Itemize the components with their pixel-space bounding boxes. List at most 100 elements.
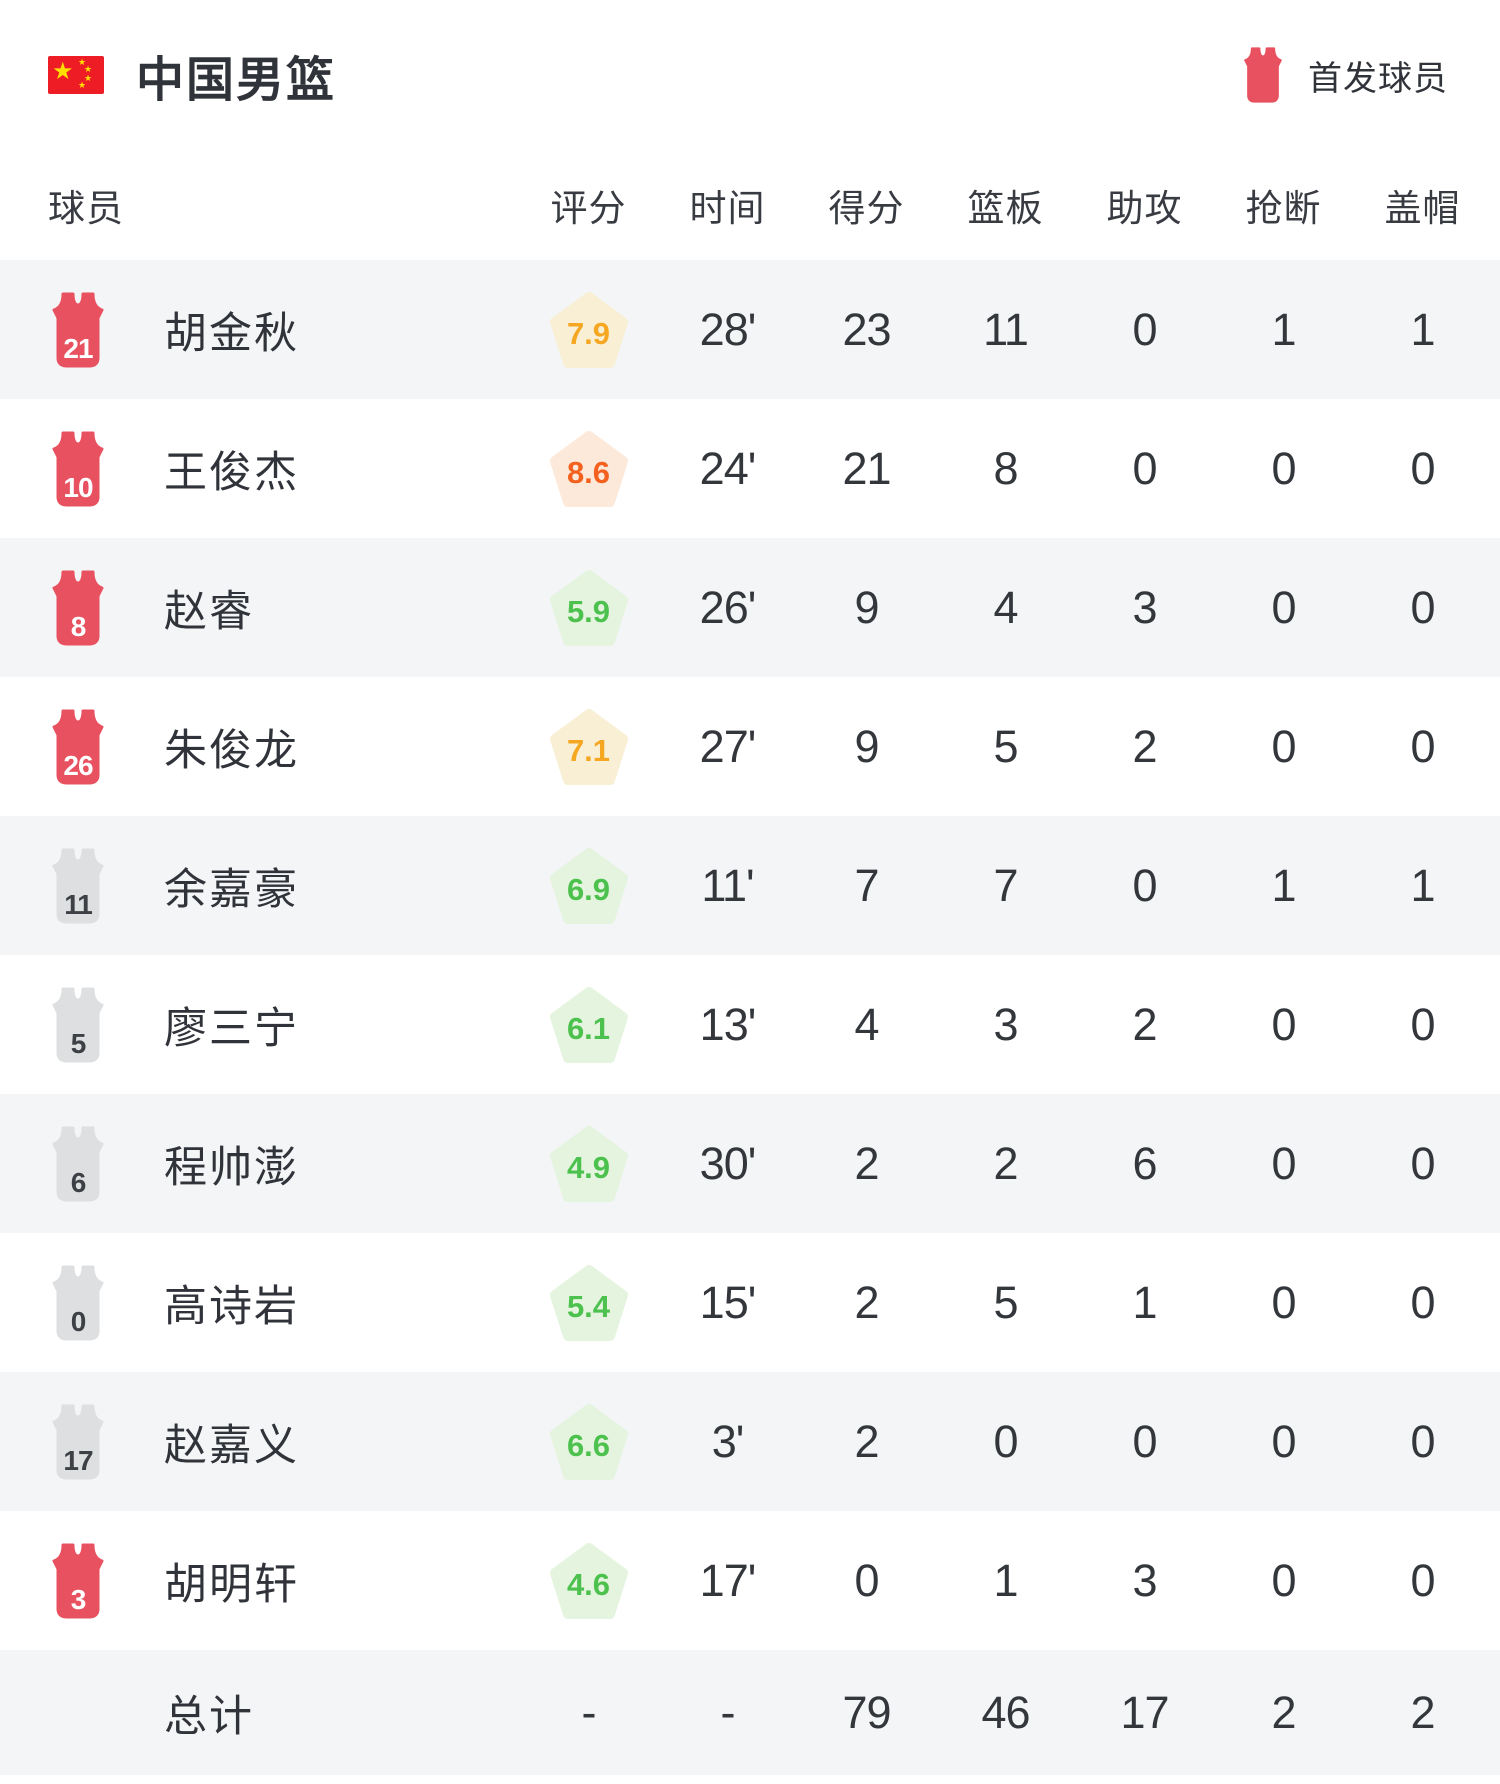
player-row[interactable]: 21 胡金秋 7.9 28' 23 11 0 1 1 [0, 260, 1500, 399]
stat-rebounds: 1 [993, 1554, 1018, 1606]
topbar: ★ ★ ★ ★ ★ 中国男篮 首发球员 [0, 0, 1500, 150]
stat-time: 26' [699, 581, 757, 633]
stat-points: 2 [854, 1276, 879, 1328]
stat-steals: 1 [1271, 859, 1296, 911]
player-row[interactable]: 3 胡明轩 4.6 17' 0 1 3 0 0 [0, 1511, 1500, 1650]
rating-badge: 7.9 [548, 290, 630, 370]
stat-time: 17' [699, 1554, 757, 1606]
player-row[interactable]: 26 朱俊龙 7.1 27' 9 5 2 0 0 [0, 677, 1500, 816]
rating-badge: 6.1 [548, 985, 630, 1065]
player-cell: 17 赵嘉义 [48, 1404, 519, 1480]
player-cell: 21 胡金秋 [48, 292, 519, 368]
jersey-number: 11 [64, 888, 93, 920]
column-header-points: 得分 [828, 188, 905, 229]
rating-cell: 6.6 [519, 1402, 658, 1482]
player-name: 赵睿 [164, 587, 254, 636]
total-label: 总计 [164, 1692, 254, 1741]
stat-time: 27' [699, 720, 757, 772]
jersey-number: 21 [63, 332, 93, 364]
total-row: 总计 - - 79 46 17 2 2 [0, 1650, 1500, 1775]
stat-rebounds: 5 [993, 1276, 1018, 1328]
stat-rebounds: 7 [993, 859, 1018, 911]
player-row[interactable]: 0 高诗岩 5.4 15' 2 5 1 0 0 [0, 1233, 1500, 1372]
jersey-icon: 21 [48, 292, 108, 368]
rating-value: 4.6 [566, 1566, 611, 1602]
rating-badge: 6.9 [548, 846, 630, 926]
flag-small-star: ★ [84, 73, 93, 83]
flag-small-star: ★ [84, 64, 93, 74]
jersey-icon: 3 [48, 1543, 108, 1619]
player-name: 王俊杰 [164, 448, 299, 497]
player-cell: 6 程帅澎 [48, 1126, 519, 1202]
flag-small-star: ★ [78, 57, 87, 67]
rating-cell: 7.9 [519, 290, 658, 370]
rating-value: 7.9 [566, 315, 611, 351]
rating-cell: 7.1 [519, 707, 658, 787]
rating-value: 6.6 [566, 1427, 611, 1463]
player-name: 赵嘉义 [164, 1421, 299, 1470]
rating-badge: 5.9 [548, 568, 630, 648]
rating-value: 5.4 [566, 1288, 611, 1324]
rating-badge: 5.4 [548, 1263, 630, 1343]
rating-badge: 7.1 [548, 707, 630, 787]
stat-steals: 0 [1271, 581, 1296, 633]
player-cell: 3 胡明轩 [48, 1543, 519, 1619]
stat-points: 2 [854, 1137, 879, 1189]
stat-steals: 0 [1271, 442, 1296, 494]
player-table-body: 21 胡金秋 7.9 28' 23 11 0 1 1 10 王俊 [0, 260, 1500, 1650]
total-blocks: 2 [1410, 1686, 1435, 1738]
jersey-number: 0 [70, 1305, 87, 1337]
stat-points: 9 [854, 581, 879, 633]
jersey-icon: 11 [48, 848, 108, 924]
column-header-rating: 评分 [550, 188, 627, 229]
stat-assists: 2 [1132, 998, 1157, 1050]
stat-time: 13' [699, 998, 757, 1050]
total-time: - [720, 1686, 736, 1738]
player-row[interactable]: 11 余嘉豪 6.9 11' 7 7 0 1 1 [0, 816, 1500, 955]
jersey-icon: 6 [48, 1126, 108, 1202]
player-name: 程帅澎 [164, 1143, 299, 1192]
column-header-blocks: 盖帽 [1384, 188, 1461, 229]
stat-points: 9 [854, 720, 879, 772]
stat-blocks: 0 [1410, 1276, 1435, 1328]
player-row[interactable]: 10 王俊杰 8.6 24' 21 8 0 0 0 [0, 399, 1500, 538]
rating-badge: 8.6 [548, 429, 630, 509]
flag-small-star: ★ [78, 80, 87, 90]
player-row[interactable]: 6 程帅澎 4.9 30' 2 2 6 0 0 [0, 1094, 1500, 1233]
flag-big-star: ★ [52, 58, 74, 85]
jersey-number: 26 [63, 749, 93, 781]
player-name: 高诗岩 [164, 1282, 299, 1331]
jersey-icon: 10 [48, 431, 108, 507]
column-header-assists: 助攻 [1106, 188, 1183, 229]
rating-badge: 4.6 [548, 1541, 630, 1621]
stat-time: 15' [699, 1276, 757, 1328]
stat-assists: 3 [1132, 1554, 1157, 1606]
stat-time: 11' [701, 859, 754, 911]
jersey-number: 6 [70, 1166, 87, 1198]
stat-time: 28' [699, 303, 757, 355]
stat-assists: 0 [1132, 442, 1157, 494]
stat-points: 7 [854, 859, 879, 911]
stat-assists: 0 [1132, 303, 1157, 355]
rating-value: 6.9 [566, 871, 611, 907]
player-row[interactable]: 8 赵睿 5.9 26' 9 4 3 0 0 [0, 538, 1500, 677]
column-header-time: 时间 [689, 188, 766, 229]
player-name: 余嘉豪 [164, 865, 299, 914]
rating-cell: 5.4 [519, 1263, 658, 1343]
jersey-number: 5 [70, 1027, 87, 1059]
player-row[interactable]: 17 赵嘉义 6.6 3' 2 0 0 0 0 [0, 1372, 1500, 1511]
jersey-number: 17 [63, 1444, 93, 1476]
rating-cell: 5.9 [519, 568, 658, 648]
stat-points: 4 [854, 998, 879, 1050]
stat-blocks: 0 [1410, 442, 1435, 494]
total-rebounds: 46 [981, 1686, 1030, 1738]
rating-cell: 4.6 [519, 1541, 658, 1621]
china-flag-icon: ★ ★ ★ ★ ★ [48, 56, 104, 94]
rating-cell: 4.9 [519, 1124, 658, 1204]
stat-points: 21 [842, 442, 891, 494]
player-row[interactable]: 5 廖三宁 6.1 13' 4 3 2 0 0 [0, 955, 1500, 1094]
rating-cell: 8.6 [519, 429, 658, 509]
stat-blocks: 0 [1410, 581, 1435, 633]
stat-assists: 3 [1132, 581, 1157, 633]
player-cell: 0 高诗岩 [48, 1265, 519, 1341]
